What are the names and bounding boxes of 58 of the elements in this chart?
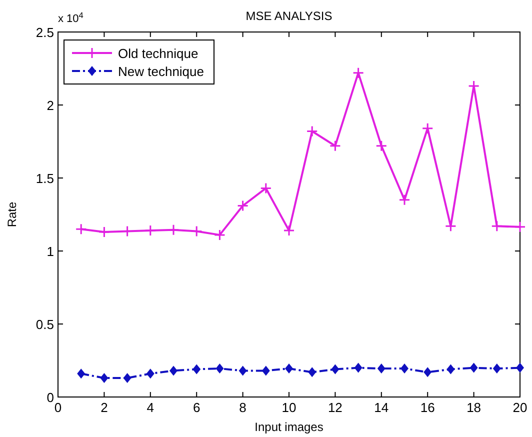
text: x 10$^{4}$ — [58, 10, 84, 25]
y-tick-label: 1 — [46, 244, 54, 259]
point — [283, 224, 295, 236]
point — [100, 373, 108, 384]
point — [352, 67, 364, 79]
point — [470, 362, 478, 373]
x-tick-label: 20 — [512, 400, 528, 415]
point — [190, 226, 202, 238]
point — [331, 364, 340, 374]
point — [400, 364, 408, 374]
x-tick-label: 10 — [282, 400, 296, 415]
x-tick-label: 16 — [420, 400, 435, 415]
point — [424, 367, 432, 378]
x-tick-label: 6 — [192, 400, 200, 415]
x-tick-label: 8 — [239, 400, 246, 415]
point — [75, 223, 87, 235]
point — [492, 364, 501, 374]
point — [192, 364, 201, 374]
point — [216, 364, 224, 374]
chart-title: MSE ANALYSIS — [246, 9, 332, 23]
point — [308, 367, 316, 378]
point — [98, 226, 110, 238]
point — [398, 194, 410, 206]
y-tick-label: 0.5 — [36, 317, 54, 332]
point — [516, 362, 524, 373]
x-tick-label: 2 — [100, 400, 108, 415]
point — [237, 200, 249, 212]
x-tick-label: 18 — [466, 400, 482, 415]
point — [214, 229, 226, 241]
point — [377, 364, 386, 374]
x-tick-label: 12 — [328, 400, 342, 415]
x-tick-label: 4 — [146, 400, 154, 415]
point — [491, 220, 503, 232]
x-axis-title: Input images — [254, 420, 324, 434]
point — [123, 373, 132, 384]
point — [77, 368, 86, 379]
y-tick-label: 2 — [46, 98, 54, 113]
point — [354, 362, 362, 373]
point — [285, 364, 293, 374]
point — [260, 182, 272, 194]
y-tick-label: 0 — [46, 390, 54, 405]
point — [446, 364, 455, 374]
point — [376, 140, 388, 152]
point — [146, 368, 154, 379]
y-axis-title: Rate — [5, 202, 19, 228]
point — [306, 126, 318, 138]
y-tick-label: 2.5 — [36, 25, 54, 40]
point — [170, 366, 178, 376]
point — [422, 122, 434, 134]
point — [329, 140, 341, 152]
legend-label: Old technique — [118, 46, 198, 61]
legend-label: New technique — [118, 64, 204, 79]
point — [262, 366, 270, 376]
y-tick-label: 1.5 — [36, 171, 54, 186]
point — [514, 221, 526, 233]
point — [238, 366, 247, 376]
x-tick-label: 14 — [374, 400, 389, 415]
point — [144, 224, 156, 236]
